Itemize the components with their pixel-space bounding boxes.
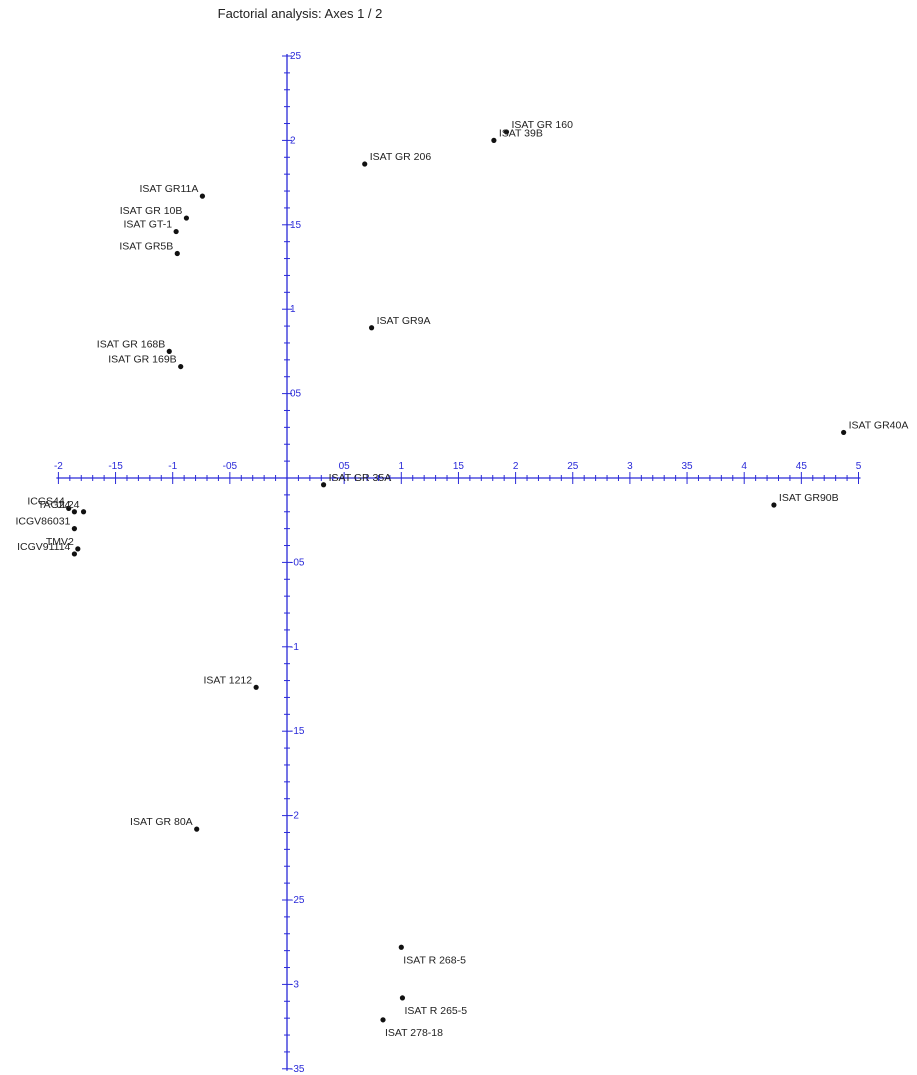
- data-point: [254, 685, 259, 690]
- data-point: [174, 229, 179, 234]
- y-tick-label: -05: [290, 557, 305, 568]
- x-tick-label: 1: [399, 461, 405, 472]
- x-tick-label: 45: [796, 461, 808, 472]
- point-label: ISAT GR 168B: [97, 338, 165, 350]
- point-label: ISAT GR40A: [849, 419, 909, 431]
- x-tick-label: 15: [453, 461, 465, 472]
- point-label: ISAT 278-18: [385, 1027, 443, 1039]
- point-label: ISAT GR 10B: [120, 205, 183, 217]
- x-tick-label: -05: [223, 461, 238, 472]
- point-label: ISAT R 265-5: [404, 1005, 467, 1017]
- x-tick-label: 05: [339, 461, 351, 472]
- point-label: ISAT GR 206: [370, 151, 432, 163]
- y-tick-label: 05: [290, 389, 302, 400]
- data-point: [321, 482, 326, 487]
- x-tick-label: -1: [168, 461, 177, 472]
- data-point: [184, 215, 189, 220]
- point-label: ISAT 39B: [499, 127, 543, 139]
- data-point: [72, 526, 77, 531]
- point-label: ICGV91114: [17, 541, 70, 553]
- data-point: [369, 325, 374, 330]
- data-point: [175, 251, 180, 256]
- y-tick-label: 2: [290, 135, 296, 146]
- x-tick-label: 3: [627, 461, 633, 472]
- data-point: [362, 161, 367, 166]
- point-label: ISAT GR11A: [139, 183, 198, 195]
- point-label: ISAT GT-1: [124, 219, 173, 231]
- data-point: [491, 138, 496, 143]
- point-label: ISAT GR9A: [377, 315, 431, 327]
- x-tick-label: -2: [54, 461, 63, 472]
- y-tick-label: -3: [290, 979, 299, 990]
- y-tick-label: -35: [290, 1064, 305, 1075]
- data-point: [81, 509, 86, 514]
- data-point: [75, 546, 80, 551]
- x-tick-label: 25: [567, 461, 579, 472]
- data-point: [399, 945, 404, 950]
- point-label: ICGV86031: [16, 516, 71, 528]
- x-tick-label: 2: [513, 461, 519, 472]
- point-label: ISAT 1212: [203, 674, 252, 686]
- y-tick-label: 25: [290, 51, 302, 62]
- data-point: [400, 995, 405, 1000]
- x-tick-label: 4: [741, 461, 747, 472]
- data-point: [178, 364, 183, 369]
- x-tick-label: 35: [681, 461, 693, 472]
- y-tick-label: 1: [290, 304, 296, 315]
- y-tick-label: -15: [290, 726, 305, 737]
- data-point: [771, 502, 776, 507]
- y-tick-label: -25: [290, 895, 305, 906]
- point-label: ISAT GR90B: [779, 492, 839, 504]
- data-point: [380, 1017, 385, 1022]
- y-tick-label: 15: [290, 220, 302, 231]
- y-tick-label: -1: [290, 642, 299, 653]
- point-label: JL24: [57, 499, 80, 511]
- point-label: ISAT R 268-5: [403, 954, 466, 966]
- data-point: [72, 551, 77, 556]
- y-tick-label: -2: [290, 811, 299, 822]
- point-label: ISAT GR 80A: [130, 816, 193, 828]
- points-layer: ISAT GR 160ISAT 39BISAT GR 206ISAT GR11A…: [16, 119, 909, 1039]
- x-tick-label: 5: [856, 461, 862, 472]
- x-tick-label: -15: [108, 461, 123, 472]
- point-label: ISAT GR 169B: [108, 354, 176, 366]
- point-label: ISAT GR5B: [119, 240, 173, 252]
- point-label: ISAT GR 35A: [329, 472, 392, 484]
- data-point: [194, 827, 199, 832]
- data-point: [200, 194, 205, 199]
- data-point: [841, 430, 846, 435]
